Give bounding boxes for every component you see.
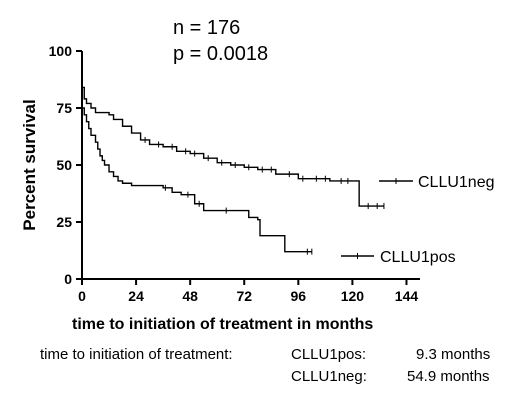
footnote-neg-value: 54.9 months [407, 368, 490, 385]
footnote-pos-name: CLLU1pos: [291, 346, 367, 363]
y-tick-label: 75 [56, 100, 72, 116]
footnote-pos-value: 9.3 months [416, 346, 491, 363]
y-tick-label: 0 [64, 271, 72, 287]
n-count: n = 176 [173, 17, 241, 39]
x-tick-label: 120 [341, 288, 365, 304]
y-tick-label: 25 [56, 214, 72, 230]
y-tick-label: 50 [56, 157, 72, 173]
footnote-neg-name: CLLU1neg: [291, 368, 367, 385]
legend-label-cllu1neg: CLLU1neg [418, 174, 495, 191]
x-tick-label: 72 [236, 288, 252, 304]
y-tick-label: 100 [49, 43, 73, 59]
x-tick-label: 96 [291, 288, 307, 304]
x-tick-label: 24 [128, 288, 144, 304]
x-tick-label: 48 [182, 288, 198, 304]
series-line-cllu1pos [82, 107, 312, 253]
x-tick-label: 0 [78, 288, 86, 304]
series-line-cllu1neg [82, 86, 384, 207]
x-axis-label: time to initiation of treatment in month… [72, 316, 374, 333]
p-value: p = 0.0018 [173, 43, 269, 65]
x-tick-label: 144 [395, 288, 419, 304]
footnote-label: time to initiation of treatment: [40, 346, 233, 363]
legend-label-cllu1pos: CLLU1pos [380, 249, 456, 266]
